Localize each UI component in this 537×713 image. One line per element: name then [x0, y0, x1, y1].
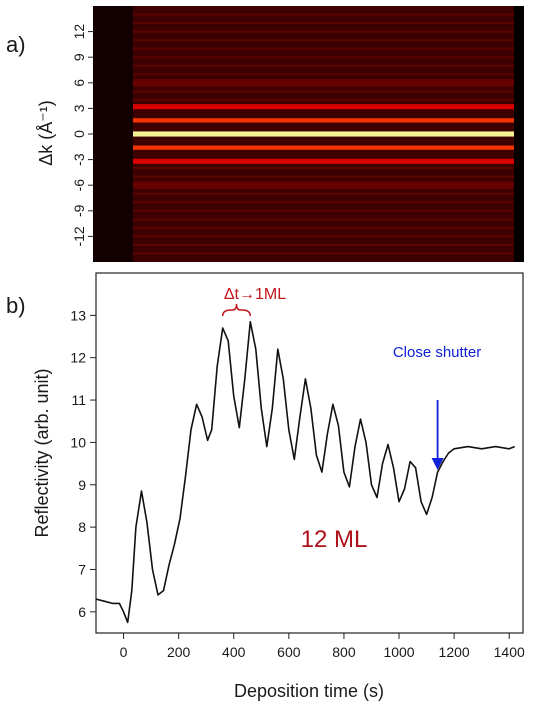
heatmap-stripe	[133, 218, 514, 221]
x-tick-label: 800	[332, 644, 356, 660]
heatmap-stripe	[133, 47, 514, 50]
heatmap-stripe	[133, 235, 514, 238]
delta-t-annotation: Δt→1ML	[224, 286, 286, 303]
heatmap-stripe	[133, 39, 514, 42]
x-tick-label: 1200	[439, 644, 470, 660]
panel-b: b) 0 200 400 600 800 1000 1200 1400 6 7 8 9 10 11 12 1…	[6, 272, 525, 701]
heatmap-stripe	[133, 243, 514, 246]
panel-a-y-tick-label: 6	[71, 79, 87, 87]
heatmap-stripe	[133, 226, 514, 229]
panel-a: a) Δk (Å⁻¹) 12 9 6 3 0 -3 -6 -9 -12	[6, 6, 524, 262]
heatmap-stripe	[133, 167, 514, 170]
heatmap-stripe	[133, 201, 514, 204]
heatmap-stripe	[133, 13, 514, 16]
y-tick-label: 13	[70, 307, 86, 323]
y-tick-label: 9	[78, 477, 86, 493]
reflectivity-series-line	[95, 320, 515, 624]
heatmap-streak	[133, 104, 514, 110]
y-tick-label: 7	[78, 561, 86, 577]
x-tick-label: 1000	[383, 644, 414, 660]
heatmap-streak	[133, 131, 514, 137]
y-tick-label: 6	[78, 604, 86, 620]
panel-b-label: b)	[6, 293, 26, 318]
panel-a-y-tick-label: -12	[71, 226, 87, 246]
y-tick-label: 11	[71, 392, 86, 408]
heatmap-streak	[133, 145, 514, 150]
x-tick-label: 400	[222, 644, 246, 660]
close-shutter-arrow-head	[431, 457, 444, 470]
x-tick-label: 200	[167, 644, 191, 660]
panel-a-y-tick-label: 3	[71, 104, 87, 112]
panel-a-y-tick-label: -6	[71, 179, 87, 192]
heatmap-stripe	[133, 73, 514, 76]
panel-b-y-ticks: 6 7 8 9 10 11 12 13	[70, 307, 96, 620]
x-tick-label: 600	[277, 644, 301, 660]
monolayer-count-annotation: 12 ML	[301, 526, 368, 553]
heatmap-stripe	[133, 184, 514, 187]
panel-a-y-tick-label: -9	[71, 204, 87, 217]
heatmap-stripe	[133, 98, 514, 101]
heatmap-stripe	[133, 252, 514, 255]
heatmap-stripe	[133, 81, 514, 84]
plot-frame	[95, 272, 524, 634]
panel-a-y-tick-label: -3	[71, 153, 87, 166]
y-tick-label: 12	[70, 350, 86, 366]
panel-b-x-axis-title: Deposition time (s)	[234, 681, 384, 701]
heatmap-stripe	[133, 56, 514, 59]
panel-a-y-tick-label: 9	[71, 53, 87, 61]
heatmap-stripe	[133, 90, 514, 93]
heatmap-stripe	[133, 209, 514, 212]
heatmap-stripe	[133, 175, 514, 178]
panel-a-y-axis-title: Δk (Å⁻¹)	[36, 100, 56, 166]
y-tick-label: 10	[70, 434, 86, 450]
heatmap	[93, 6, 524, 262]
heatmap-right-edge	[514, 6, 524, 262]
heatmap-stripe	[133, 30, 514, 33]
y-tick-label: 8	[78, 519, 86, 535]
heatmap-stripe	[133, 192, 514, 195]
heatmap-stripe	[133, 22, 514, 25]
panel-a-y-tick-label: 12	[71, 24, 87, 40]
panel-a-y-tick-label: 0	[71, 130, 87, 138]
heatmap-streak	[133, 118, 514, 123]
panel-b-y-axis-title: Reflectivity (arb. unit)	[32, 368, 52, 537]
panel-b-x-ticks: 0 200 400 600 800 1000 1200 1400	[120, 633, 525, 660]
x-tick-label: 1400	[494, 644, 525, 660]
close-shutter-annotation: Close shutter	[393, 344, 481, 361]
heatmap-streak	[133, 158, 514, 164]
x-tick-label: 0	[120, 644, 128, 660]
delta-t-bracket	[221, 303, 252, 317]
panel-a-label: a)	[6, 32, 26, 57]
panel-a-y-ticks: 12 9 6 3 0 -3 -6 -9 -12	[71, 24, 93, 247]
heatmap-stripe	[133, 64, 514, 67]
